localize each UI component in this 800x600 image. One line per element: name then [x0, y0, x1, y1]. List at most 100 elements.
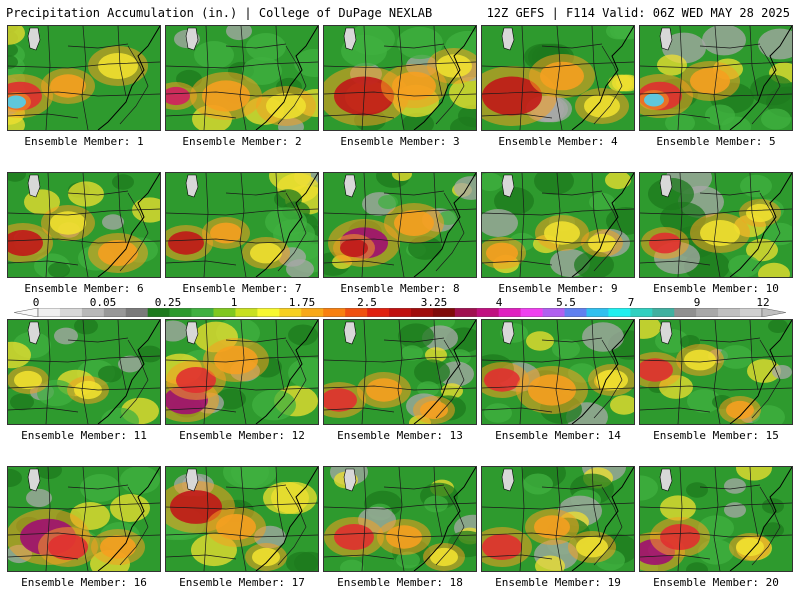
colorbar-swatch [696, 308, 719, 317]
ensemble-map-panel [7, 25, 161, 131]
colorbar-swatch [103, 308, 127, 317]
colorbar-swatch [345, 308, 368, 317]
precip-map [166, 173, 318, 277]
ensemble-member-label: Ensemble Member: 17 [179, 576, 305, 589]
precip-map [482, 173, 634, 277]
precip-map [324, 467, 476, 571]
precip-map [640, 320, 792, 424]
ensemble-map-panel [481, 25, 635, 131]
colorbar-swatch [476, 308, 500, 317]
ensemble-map-panel [165, 172, 319, 278]
ensemble-map-panel [165, 25, 319, 131]
colorbar-tick-label: 5.5 [556, 296, 576, 309]
precip-map [166, 467, 318, 571]
precip-map [166, 26, 318, 130]
colorbar-swatch [191, 308, 214, 317]
ensemble-member-label: Ensemble Member: 4 [498, 135, 618, 148]
ensemble-map-panel [7, 319, 161, 425]
colorbar-swatch [740, 308, 763, 317]
precip-map [482, 467, 634, 571]
ensemble-map-panel [481, 466, 635, 572]
colorbar-tick-label: 0.25 [154, 296, 182, 309]
ensemble-member-label: Ensemble Member: 15 [653, 429, 779, 442]
colorbar-swatch [301, 308, 324, 317]
ensemble-map-panel [7, 466, 161, 572]
colorbar-swatch [169, 308, 192, 317]
ensemble-map-panel [7, 172, 161, 278]
ensemble-member-label: Ensemble Member: 5 [656, 135, 776, 148]
ensemble-member-label: Ensemble Member: 20 [653, 576, 779, 589]
colorbar-swatch [389, 308, 412, 317]
ensemble-member-label: Ensemble Member: 19 [495, 576, 621, 589]
ensemble-member-label: Ensemble Member: 13 [337, 429, 463, 442]
ensemble-member-label: Ensemble Member: 16 [21, 576, 147, 589]
colorbar-swatch [630, 308, 653, 317]
colorbar-swatch [498, 308, 521, 317]
precip-map [166, 320, 318, 424]
header-title-left: Precipitation Accumulation (in.) | Colle… [6, 6, 433, 20]
ensemble-map-panel [639, 172, 793, 278]
colorbar-tick-label: 9 [693, 296, 701, 309]
colorbar-tick-label: 1.75 [288, 296, 316, 309]
ensemble-member-label: Ensemble Member: 11 [21, 429, 147, 442]
colorbar-swatch [81, 308, 105, 317]
ensemble-map-panel [639, 25, 793, 131]
colorbar-tick-label: 2.5 [357, 296, 377, 309]
ensemble-member-label: Ensemble Member: 18 [337, 576, 463, 589]
ensemble-map-panel [165, 466, 319, 572]
colorbar-tick-label: 7 [627, 296, 635, 309]
colorbar-swatch [410, 308, 434, 317]
precip-map [8, 26, 160, 130]
colorbar-swatch [718, 308, 741, 317]
precip-map [640, 26, 792, 130]
colorbar-tick-label: 4 [495, 296, 503, 309]
ensemble-member-label: Ensemble Member: 7 [182, 282, 302, 295]
ensemble-member-label: Ensemble Member: 10 [653, 282, 779, 295]
ensemble-member-label: Ensemble Member: 3 [340, 135, 460, 148]
ensemble-map-panel [323, 25, 477, 131]
precip-map [324, 320, 476, 424]
colorbar-tick-label: 3.25 [420, 296, 448, 309]
colorbar-swatch [279, 308, 302, 317]
ensemble-map-panel [639, 466, 793, 572]
precip-map [640, 467, 792, 571]
colorbar-tick-label: 12 [756, 296, 770, 309]
colorbar-swatch [38, 308, 61, 317]
colorbar-swatch [608, 308, 631, 317]
ensemble-member-label: Ensemble Member: 12 [179, 429, 305, 442]
colorbar-tick-label: 1 [230, 296, 238, 309]
colorbar-swatch [652, 308, 675, 317]
ensemble-map-panel [323, 172, 477, 278]
colorbar-swatch [432, 308, 456, 317]
colorbar-swatch [367, 308, 390, 317]
ensemble-map-panel [165, 319, 319, 425]
precip-map [482, 320, 634, 424]
colorbar-swatch [542, 308, 565, 317]
ensemble-map-panel [639, 319, 793, 425]
ensemble-map-panel [481, 319, 635, 425]
precip-map [8, 320, 160, 424]
colorbar-swatch [125, 308, 148, 317]
precip-map [640, 173, 792, 277]
colorbar-swatch [59, 308, 83, 317]
precip-map [482, 26, 634, 130]
colorbar-swatch [323, 308, 346, 317]
ensemble-member-label: Ensemble Member: 8 [340, 282, 460, 295]
colorbar-swatch [213, 308, 236, 317]
ensemble-member-label: Ensemble Member: 14 [495, 429, 621, 442]
ensemble-member-label: Ensemble Member: 9 [498, 282, 618, 295]
colorbar [14, 308, 786, 317]
ensemble-member-label: Ensemble Member: 6 [24, 282, 144, 295]
colorbar-swatch [454, 308, 478, 317]
colorbar-swatch [520, 308, 543, 317]
ensemble-member-label: Ensemble Member: 1 [24, 135, 144, 148]
colorbar-swatch [257, 308, 280, 317]
precip-map [324, 26, 476, 130]
colorbar-tick-label: 0 [32, 296, 40, 309]
ensemble-map-panel [323, 466, 477, 572]
precip-map [8, 173, 160, 277]
colorbar-swatch [564, 308, 587, 317]
colorbar-swatch [586, 308, 609, 317]
precip-map [324, 173, 476, 277]
ensemble-member-label: Ensemble Member: 2 [182, 135, 302, 148]
